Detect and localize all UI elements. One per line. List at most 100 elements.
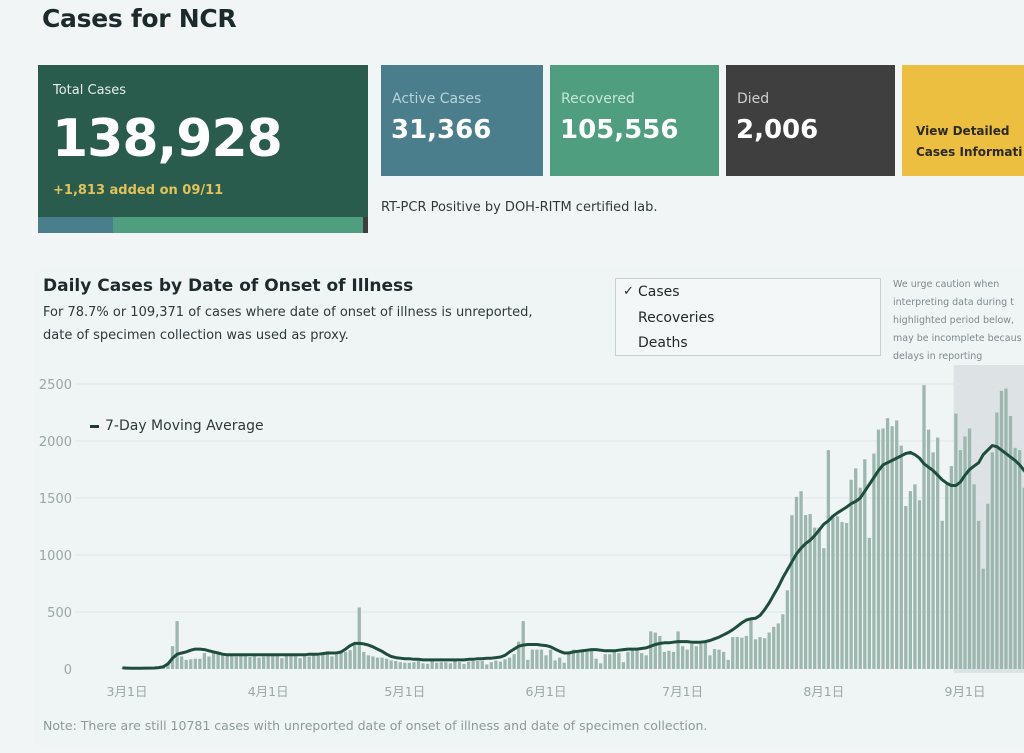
bar: [544, 655, 548, 669]
legend-label: 7-Day Moving Average: [105, 418, 264, 434]
bar: [403, 662, 407, 669]
bar: [885, 418, 890, 669]
bar: [726, 659, 730, 669]
died-card: Died 2,006: [726, 65, 895, 176]
bar: [1013, 447, 1017, 669]
bar: [967, 428, 972, 669]
y-tick-label: 1500: [39, 492, 72, 507]
chart-legend: 7-Day Moving Average: [90, 418, 264, 434]
bar: [553, 660, 557, 669]
bar: [211, 651, 216, 669]
filter-item-deaths[interactable]: Deaths: [638, 335, 688, 351]
chart-title: Daily Cases by Date of Onset of Illness: [43, 276, 414, 296]
bar: [562, 662, 566, 669]
bar: [813, 527, 817, 669]
bar: [936, 437, 940, 669]
chart-note: Note: There are still 10781 cases with u…: [43, 718, 708, 733]
bar: [234, 656, 238, 669]
x-tick-label: 4月1日: [248, 684, 289, 699]
bar: [626, 651, 630, 669]
bar: [849, 479, 853, 669]
bar: [662, 651, 667, 669]
bar: [644, 655, 648, 669]
bar: [257, 657, 261, 669]
bar: [790, 515, 794, 669]
bar: [334, 654, 339, 669]
bar: [576, 650, 580, 669]
rtpcr-note: RT-PCR Positive by DOH-RITM certified la…: [381, 200, 658, 215]
bar: [530, 649, 534, 669]
bar: [671, 651, 676, 669]
bar: [462, 663, 466, 669]
bar: [721, 651, 726, 669]
total-breakdown-bar: [38, 217, 368, 233]
bar: [216, 654, 220, 669]
bar: [599, 663, 603, 669]
bar: [758, 637, 762, 669]
bar: [904, 505, 908, 669]
bar: [444, 662, 448, 669]
chart-subtitle-line1: For 78.7% or 109,371 of cases where date…: [43, 305, 533, 320]
bar: [1018, 450, 1022, 669]
active-cases-card: Active Cases 31,366: [381, 65, 543, 176]
bar: [175, 621, 179, 669]
bar: [881, 428, 885, 669]
bar: [858, 487, 862, 669]
bar: [621, 662, 626, 669]
metric-filter[interactable]: ✓ Cases Recoveries Deaths: [615, 278, 881, 356]
bar: [539, 649, 544, 669]
bar: [694, 646, 698, 669]
bar: [617, 653, 621, 669]
bar: [480, 661, 484, 669]
bar: [977, 520, 981, 669]
bar: [307, 656, 311, 669]
bar: [503, 659, 507, 669]
bar: [193, 658, 197, 669]
bar: [189, 659, 193, 669]
check-icon: ✓: [623, 284, 634, 299]
bar: [603, 654, 607, 669]
bar: [740, 637, 744, 669]
bar: [284, 655, 289, 669]
bar: [375, 657, 380, 669]
bar: [202, 653, 207, 669]
bar: [266, 655, 270, 669]
recovered-share-bar: [112, 217, 364, 233]
bar: [685, 649, 689, 669]
bar: [635, 648, 639, 669]
bar: [416, 661, 421, 669]
bar: [785, 590, 790, 669]
caution-line: delays in reporting: [893, 351, 983, 362]
filter-item-recoveries[interactable]: Recoveries: [638, 310, 715, 326]
bar: [271, 655, 275, 669]
bar: [794, 496, 799, 669]
bar: [225, 655, 229, 669]
bar: [198, 658, 202, 669]
bar: [986, 503, 990, 669]
bar: [230, 654, 234, 669]
bar: [567, 653, 571, 669]
bar: [571, 649, 575, 669]
bar: [207, 656, 211, 669]
bar: [753, 639, 758, 669]
bar: [808, 513, 812, 669]
died-value: 2,006: [736, 115, 819, 145]
bar: [448, 663, 452, 669]
bar: [703, 641, 708, 669]
bar: [749, 619, 753, 669]
bar: [653, 632, 657, 669]
bar: [995, 412, 999, 669]
bar: [854, 468, 858, 669]
bar: [343, 651, 348, 669]
bar: [990, 452, 994, 669]
bar: [507, 657, 512, 669]
active-cases-value: 31,366: [391, 115, 492, 145]
bar: [261, 656, 266, 669]
bar: [248, 657, 252, 669]
recovered-card: Recovered 105,556: [550, 65, 719, 176]
bar: [767, 632, 771, 669]
view-detailed-cases-button[interactable]: View Detailed Cases Informati: [902, 65, 1024, 176]
bar: [293, 655, 298, 669]
bar: [517, 641, 521, 669]
filter-item-cases[interactable]: Cases: [638, 284, 680, 300]
